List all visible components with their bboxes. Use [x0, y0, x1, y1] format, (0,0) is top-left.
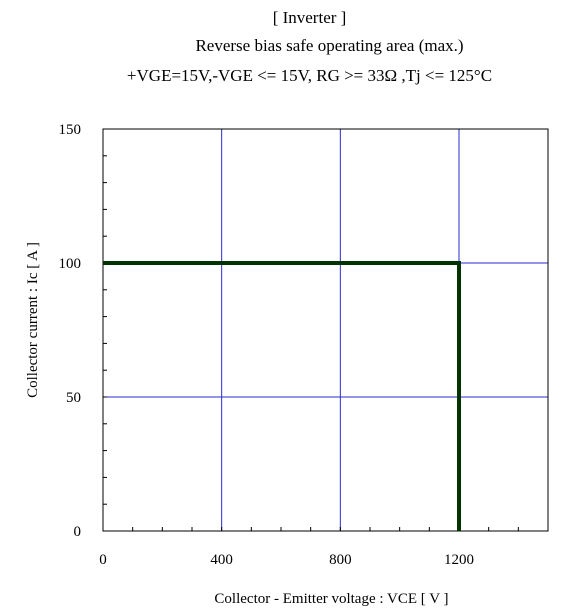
y-axis-label: Collector current : Ic [ A ]: [25, 242, 41, 398]
series-group: [103, 261, 461, 531]
minor-ticks: [103, 155, 519, 531]
rbsoa-boundary-line: [103, 261, 461, 531]
y-tick-label: 0: [74, 524, 82, 540]
x-tick-label: 400: [210, 552, 233, 568]
y-tick-label: 50: [66, 390, 81, 406]
x-axis-label: Collector - Emitter voltage : VCE [ V ]: [214, 591, 448, 607]
chart-title: [ Inverter ]: [272, 8, 347, 27]
chart-conditions: +VGE=15V,-VGE <= 15V, RG >= 33Ω ,Tj <= 1…: [126, 66, 493, 85]
x-tick-label: 800: [329, 552, 352, 568]
x-tick-labels: 0 400 800 1200: [99, 552, 474, 568]
x-tick-label: 0: [99, 552, 107, 568]
y-tick-label: 150: [59, 122, 82, 138]
x-tick-label: 1200: [444, 552, 474, 568]
y-tick-label: 100: [59, 256, 82, 272]
chart-subtitle: Reverse bias safe operating area (max.): [195, 36, 464, 55]
plot-area-frame: [102, 128, 549, 532]
grid-lines: [103, 129, 548, 531]
y-tick-labels: 0 50 100 150: [59, 122, 82, 540]
